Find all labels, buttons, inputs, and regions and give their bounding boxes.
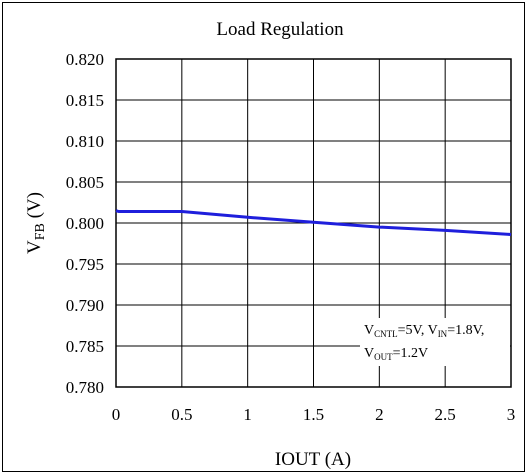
annotation-text: =5V, V: [398, 323, 438, 338]
chart-frame: [2, 2, 525, 472]
y-tick-label: 0.790: [66, 296, 104, 315]
x-tick-label: 0.5: [171, 405, 192, 424]
annotation-subscript: OUT: [374, 352, 393, 362]
y-tick-labels: 0.820 0.815 0.810 0.805 0.800 0.795 0.790 0.785…: [66, 50, 104, 397]
x-tick-label: 2: [375, 405, 384, 424]
annotation-background: [360, 318, 510, 366]
y-tick-label: 0.810: [66, 132, 104, 151]
x-tick-label: 1: [243, 405, 252, 424]
y-axis-label: VFB (V): [24, 192, 48, 254]
x-axis-label: IOUT (A): [275, 449, 351, 470]
y-tick-label: 0.800: [66, 214, 104, 233]
x-tick-label: 1.5: [303, 405, 324, 424]
chart-title: Load Regulation: [216, 19, 344, 40]
x-tick-labels: 0 0.5 1 1.5 2 2.5 3: [112, 405, 516, 424]
y-tick-label: 0.795: [66, 255, 104, 274]
series-line: [115, 209, 512, 236]
y-axis-label-subscript: FB: [33, 223, 48, 240]
annotation-line-1: VCNTL=5V, VIN=1.8V,: [364, 323, 484, 339]
x-tick-label: 2.5: [435, 405, 456, 424]
series-group: [115, 209, 512, 236]
x-tick-label: 3: [507, 405, 516, 424]
y-axis-label-main: V: [24, 240, 45, 254]
annotation-text: =1.2V: [393, 346, 429, 361]
y-tick-label: 0.805: [66, 173, 104, 192]
x-tick-label: 0: [112, 405, 121, 424]
y-tick-label: 0.780: [66, 378, 104, 397]
annotation-subscript: CNTL: [374, 329, 398, 339]
annotation-text: =1.8V,: [447, 323, 484, 338]
plot-area-border: [115, 58, 512, 388]
y-tick-label: 0.815: [66, 91, 104, 110]
annotation-text: V: [364, 323, 374, 338]
annotation-line-2: VOUT=1.2V: [364, 346, 428, 362]
y-tick-label: 0.785: [66, 337, 104, 356]
y-axis-label-unit: (V): [24, 192, 45, 223]
annotation-text: V: [364, 346, 374, 361]
y-tick-label: 0.820: [66, 50, 104, 69]
annotation-subscript: IN: [438, 329, 448, 339]
